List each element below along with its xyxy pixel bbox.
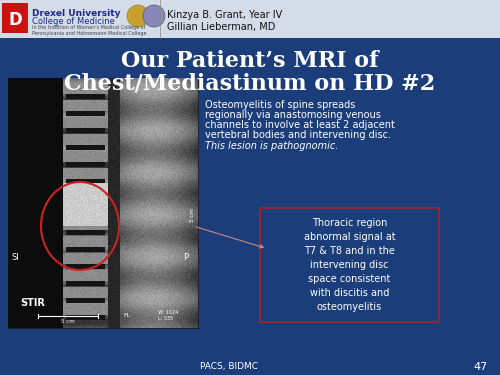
- Text: Kinzya B. Grant, Year IV: Kinzya B. Grant, Year IV: [167, 10, 282, 20]
- Text: 5 cm: 5 cm: [190, 208, 194, 222]
- FancyBboxPatch shape: [0, 0, 160, 38]
- Text: regionally via anastomosing venous: regionally via anastomosing venous: [205, 110, 381, 120]
- FancyBboxPatch shape: [2, 3, 28, 33]
- Text: Drexel University: Drexel University: [32, 9, 120, 18]
- Text: This lesion is pathognomic.: This lesion is pathognomic.: [205, 141, 338, 151]
- Text: W: 1024: W: 1024: [158, 310, 178, 315]
- Text: In the tradition of Women's Medical College of
Pennsylvania and Hahnemann Medica: In the tradition of Women's Medical Coll…: [32, 25, 146, 36]
- Text: PACS, BIDMC: PACS, BIDMC: [200, 362, 258, 371]
- Text: P: P: [183, 253, 188, 262]
- Text: STIR: STIR: [20, 298, 45, 308]
- Text: vertebral bodies and intervening disc.: vertebral bodies and intervening disc.: [205, 130, 391, 140]
- Text: SI: SI: [12, 253, 20, 262]
- Text: FL: FL: [123, 313, 130, 318]
- Text: Osteomyelitis of spine spreads: Osteomyelitis of spine spreads: [205, 100, 356, 110]
- Circle shape: [127, 5, 149, 27]
- Text: 5 cm: 5 cm: [61, 319, 75, 324]
- FancyBboxPatch shape: [260, 208, 439, 322]
- Text: 47: 47: [474, 362, 488, 372]
- Text: L: 535: L: 535: [158, 316, 174, 321]
- FancyArrowPatch shape: [196, 227, 263, 248]
- Text: Chest/Mediastinum on HD #2: Chest/Mediastinum on HD #2: [64, 72, 436, 94]
- FancyBboxPatch shape: [8, 78, 198, 328]
- Circle shape: [143, 5, 165, 27]
- Text: College of Medicine: College of Medicine: [32, 17, 115, 26]
- Text: Our Patient’s MRI of: Our Patient’s MRI of: [121, 50, 379, 72]
- Text: channels to involve at least 2 adjacent: channels to involve at least 2 adjacent: [205, 120, 395, 130]
- Text: Thoracic region
abnormal signal at
T7 & T8 and in the
intervening disc
space con: Thoracic region abnormal signal at T7 & …: [304, 218, 396, 312]
- Text: D: D: [8, 11, 22, 29]
- FancyBboxPatch shape: [0, 0, 500, 38]
- Text: Gillian Lieberman, MD: Gillian Lieberman, MD: [167, 22, 276, 32]
